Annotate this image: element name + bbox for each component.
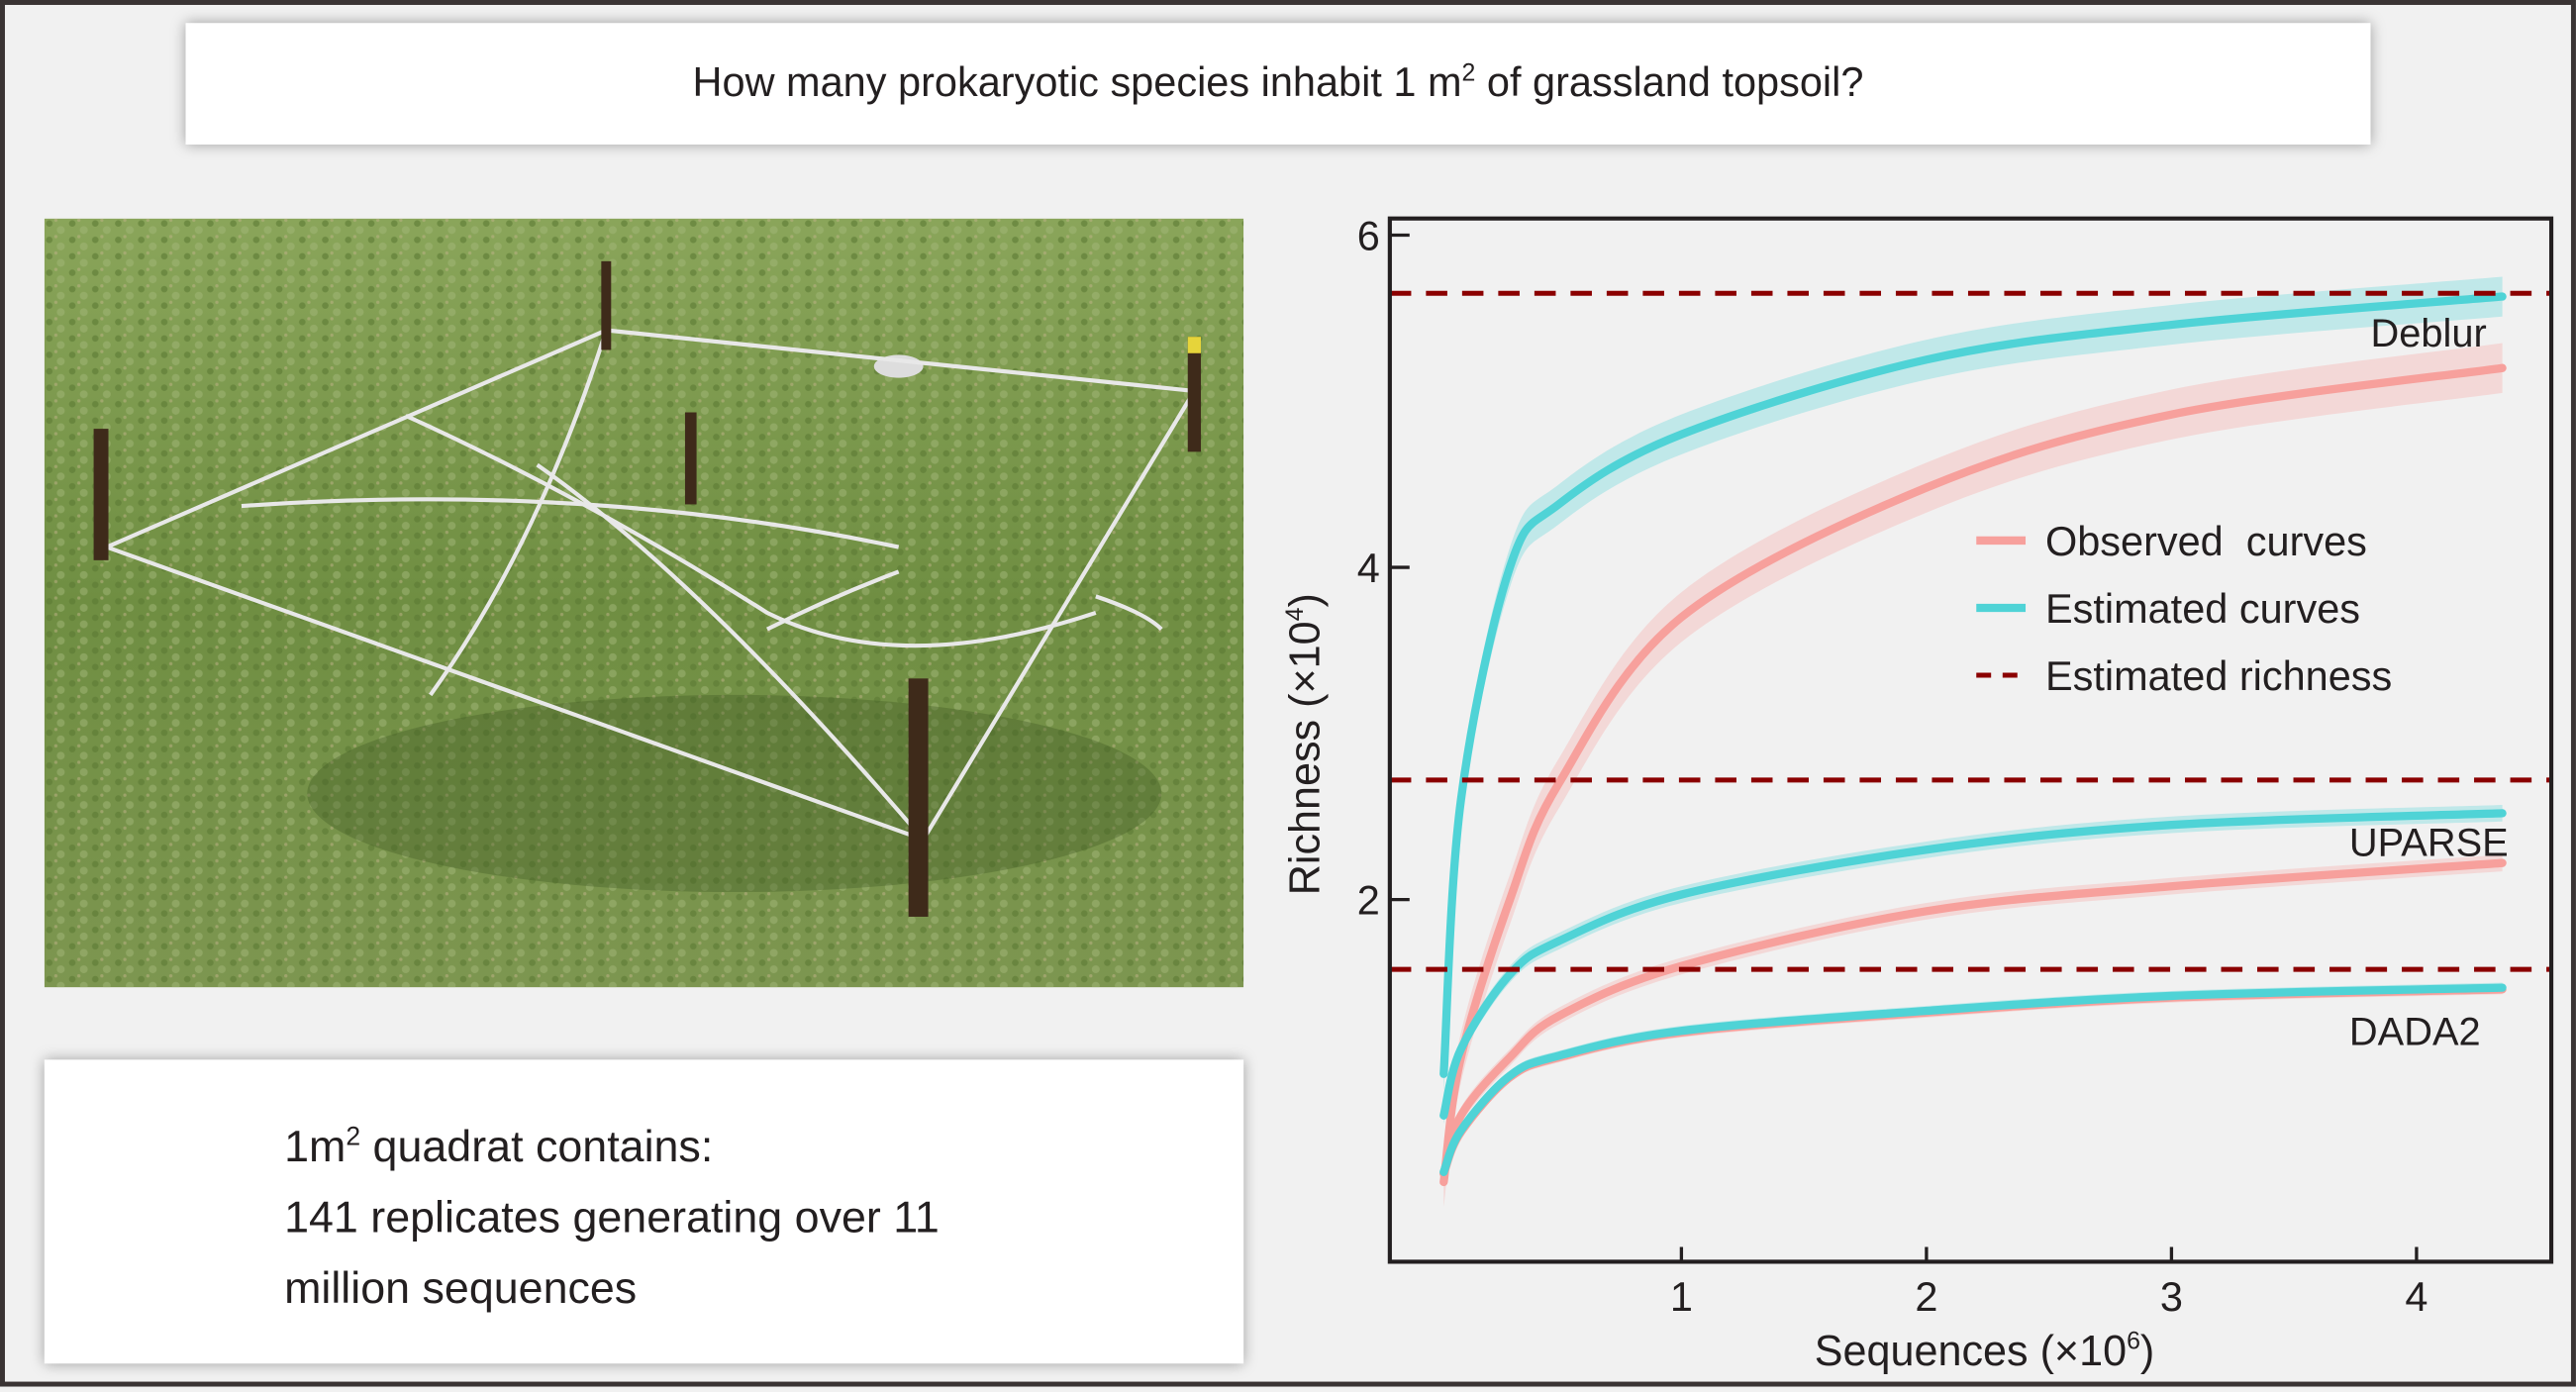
x-axis-label: Sequences (×106) [1815,1327,2155,1375]
x-tick-label: 2 [1915,1273,1937,1320]
deblur-estimated-curve [1439,292,2507,1078]
title-text: How many prokaryotic species inhabit 1 m… [692,59,1864,107]
x-tick-label: 4 [2405,1273,2427,1320]
dada2-observed-band [1443,984,2503,1179]
y-tick-label: 6 [1357,212,1380,258]
info-line-1: 1m2 quadrat contains: [284,1122,714,1172]
title-box: How many prokaryotic species inhabit 1 m… [185,23,2371,146]
group-label-deblur: Deblur [2371,312,2487,355]
info-line-3: million sequences [284,1263,638,1313]
deblur-observed-curve [1439,363,2507,1187]
dada2-observed-curve [1439,985,2507,1178]
y-tick-label: 4 [1357,545,1380,591]
legend-label-estimated: Estimated curves [2045,585,2360,632]
x-tick-label: 3 [2160,1273,2183,1320]
group-label-uparse: UPARSE [2349,822,2509,865]
y-axis-label: Richness (×104) [1281,593,1330,895]
legend-label-richness: Estimated richness [2045,652,2392,699]
info-line-2: 141 replicates generating over 11 [284,1192,940,1243]
x-tick-label: 1 [1670,1273,1693,1320]
y-tick-label: 2 [1357,877,1380,924]
legend-label-observed: Observed curves [2045,518,2367,564]
uparse-estimated-curve [1439,809,2507,1120]
uparse-observed-curve [1439,858,2507,1178]
dada2-estimated-curve [1439,983,2507,1176]
plot-frame [1387,216,2554,1264]
legend: Observed curves Estimated curves Estimat… [1976,518,2392,699]
info-box: 1m2 quadrat contains: 141 replicates gen… [44,1059,1244,1364]
group-label-dada2: DADA2 [2349,1010,2481,1053]
rarefaction-chart: 1 2 3 4 2 4 6 Deblur UPARSE DADA2 Observed cur… [1281,212,2554,1375]
uparse-estimated-band [1443,804,2503,1125]
quadrat-photo [44,218,1244,988]
